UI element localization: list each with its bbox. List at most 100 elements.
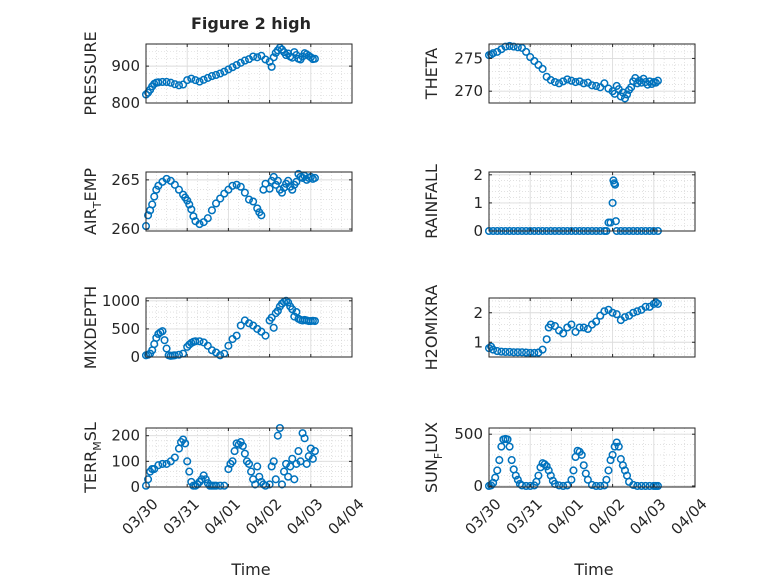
theta-panel: 270 275 THETA bbox=[422, 41, 696, 104]
y-tick-label: 100 bbox=[111, 452, 140, 470]
data-point bbox=[569, 466, 578, 475]
data-point bbox=[211, 481, 221, 490]
data-point bbox=[637, 481, 646, 491]
data-point bbox=[224, 341, 233, 350]
data-point bbox=[288, 454, 297, 463]
x-tick-label: 03/30 bbox=[118, 495, 161, 538]
y-tick-label: 265 bbox=[111, 171, 140, 189]
data-point bbox=[505, 347, 514, 357]
data-point bbox=[517, 348, 527, 357]
data-point bbox=[497, 347, 506, 356]
y-tick-label: 500 bbox=[111, 320, 140, 338]
data-point bbox=[563, 481, 572, 490]
data-point bbox=[575, 323, 584, 332]
data-point bbox=[497, 442, 506, 451]
data-point bbox=[191, 337, 200, 346]
data-point bbox=[162, 174, 171, 183]
data-point bbox=[249, 52, 258, 61]
y-tick-label: 2 bbox=[473, 304, 483, 322]
data-point bbox=[641, 481, 650, 491]
data-point bbox=[606, 218, 615, 227]
data-point bbox=[269, 323, 278, 332]
data-point bbox=[253, 204, 262, 213]
axes-box bbox=[488, 427, 696, 488]
data-point bbox=[292, 177, 301, 186]
subplot-grid: 800 900 PRESSURE 270 275 THETA 260 265 AIRTEMP 0 1… bbox=[81, 31, 711, 538]
data-point bbox=[162, 77, 171, 87]
data-point bbox=[300, 434, 309, 443]
x-tick-label: 04/02 bbox=[585, 495, 628, 538]
data-point bbox=[203, 73, 212, 82]
data-point bbox=[185, 467, 194, 476]
data-point bbox=[253, 53, 262, 62]
data-point bbox=[509, 348, 518, 357]
data-point bbox=[211, 70, 221, 80]
data-point bbox=[633, 481, 642, 491]
y-tick-label: 500 bbox=[454, 425, 483, 443]
plot-area bbox=[146, 172, 352, 231]
x-tick-label: 03/31 bbox=[160, 495, 203, 538]
pressure-ylabel: PRESSURE bbox=[81, 31, 100, 115]
data-point bbox=[513, 348, 522, 357]
data-point bbox=[310, 173, 319, 182]
data-point bbox=[575, 77, 584, 86]
data-point bbox=[620, 94, 630, 103]
data-point bbox=[563, 75, 572, 84]
data-point bbox=[216, 481, 225, 490]
data-point bbox=[526, 481, 535, 491]
data-point bbox=[236, 182, 245, 191]
x-axis-label-left: Time bbox=[230, 560, 270, 579]
data-point bbox=[310, 447, 319, 456]
data-point bbox=[216, 351, 225, 360]
data-point bbox=[170, 180, 179, 189]
data-point bbox=[612, 310, 621, 319]
data-point bbox=[269, 53, 278, 62]
data-point bbox=[207, 206, 216, 215]
data-point bbox=[495, 456, 504, 465]
data-point bbox=[489, 49, 498, 58]
data-point bbox=[207, 72, 216, 81]
data-point bbox=[559, 481, 568, 491]
data-point bbox=[247, 467, 256, 476]
data-point bbox=[493, 347, 502, 356]
data-point bbox=[554, 481, 564, 490]
data-point bbox=[310, 54, 319, 63]
data-point bbox=[577, 450, 586, 459]
data-point bbox=[236, 321, 245, 330]
data-point bbox=[513, 475, 522, 484]
data-point bbox=[152, 185, 161, 194]
data-point bbox=[267, 313, 276, 322]
data-point bbox=[611, 180, 620, 189]
figure-title: Figure 2 high bbox=[191, 14, 311, 33]
data-point bbox=[622, 90, 632, 99]
data-point bbox=[608, 198, 617, 207]
data-point bbox=[187, 74, 196, 83]
data-point bbox=[647, 79, 656, 89]
data-point bbox=[216, 194, 225, 203]
data-point bbox=[489, 345, 498, 354]
data-point bbox=[228, 457, 237, 466]
y-tick-label: 0 bbox=[130, 478, 140, 496]
axes-box bbox=[145, 297, 353, 358]
x-tick-label: 03/30 bbox=[461, 495, 504, 538]
data-point bbox=[154, 461, 163, 470]
x-tick-label: 03/31 bbox=[503, 495, 546, 538]
data-point bbox=[546, 320, 555, 329]
data-point bbox=[579, 461, 588, 470]
data-point bbox=[653, 481, 662, 491]
data-point bbox=[261, 331, 270, 340]
data-point bbox=[522, 481, 531, 491]
data-point bbox=[505, 442, 514, 451]
data-point bbox=[596, 311, 605, 320]
data-point bbox=[583, 475, 592, 484]
data-point bbox=[174, 81, 184, 90]
data-point bbox=[240, 56, 249, 65]
data-point bbox=[651, 78, 660, 87]
data-point bbox=[273, 431, 282, 440]
data-point bbox=[302, 459, 311, 468]
x-tick-label: 04/03 bbox=[283, 495, 326, 538]
x-tick-label: 04/04 bbox=[324, 495, 367, 538]
data-point bbox=[579, 323, 588, 332]
data-point bbox=[629, 480, 638, 489]
